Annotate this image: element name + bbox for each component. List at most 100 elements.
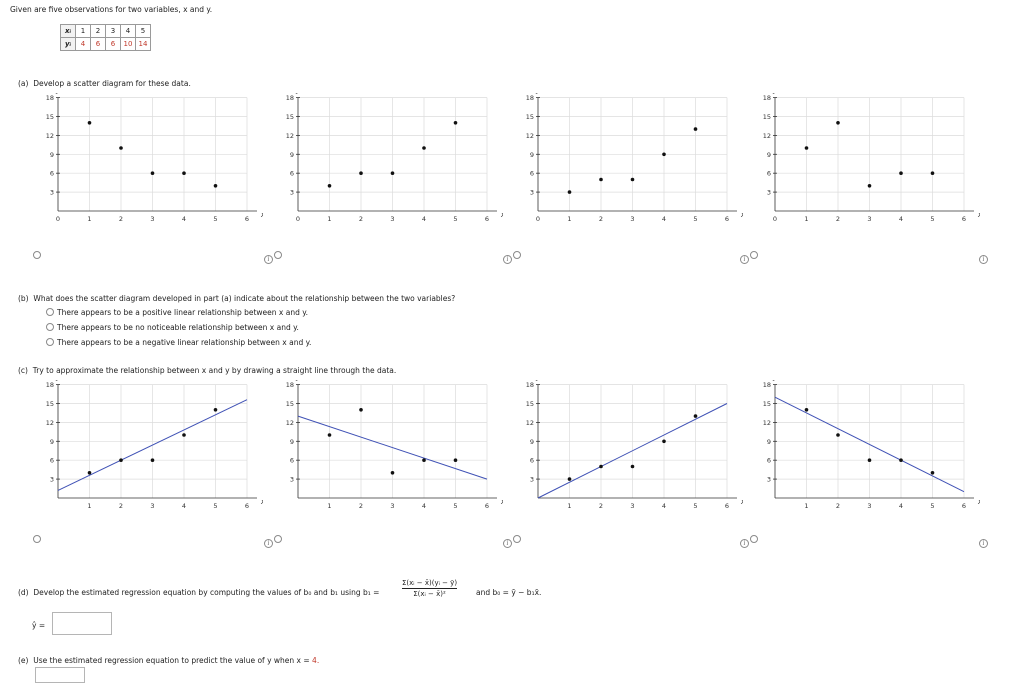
info-icon[interactable]: i bbox=[979, 255, 988, 264]
y-tick-label: 12 bbox=[46, 419, 54, 427]
radio-b-negative[interactable] bbox=[46, 338, 54, 346]
radio-c1[interactable] bbox=[33, 535, 41, 543]
data-point bbox=[836, 121, 840, 125]
info-icon[interactable]: i bbox=[503, 539, 512, 548]
line-option-c1: 123456369121518xy bbox=[28, 380, 263, 525]
part-e-x-value: 4. bbox=[312, 656, 320, 665]
y-tick-label: 3 bbox=[290, 189, 294, 197]
x-tick-label: 5 bbox=[453, 215, 457, 223]
x-tick-label: 1 bbox=[804, 215, 808, 223]
data-point bbox=[899, 458, 903, 462]
y-tick-label: 12 bbox=[763, 132, 771, 140]
data-point bbox=[693, 127, 698, 131]
x-tick-label: 4 bbox=[182, 215, 186, 223]
x-tick-label: 0 bbox=[56, 215, 60, 223]
x-tick-label: 4 bbox=[422, 502, 426, 510]
regression-equation-input[interactable] bbox=[52, 612, 112, 635]
x-tick-label: 2 bbox=[119, 502, 123, 510]
data-point bbox=[327, 184, 332, 188]
x-value: 1 bbox=[75, 24, 91, 38]
y-tick-label: 12 bbox=[286, 419, 294, 427]
y-tick-label: 6 bbox=[290, 457, 294, 465]
x-tick-label: 1 bbox=[567, 215, 571, 223]
x-tick-label: 3 bbox=[390, 215, 394, 223]
y-tick-label: 18 bbox=[286, 381, 294, 389]
y-tick-label: 6 bbox=[767, 170, 771, 178]
y-tick-label: 6 bbox=[50, 457, 54, 465]
y-tick-label: 3 bbox=[767, 189, 771, 197]
regression-line bbox=[537, 403, 728, 499]
y-axis-label: y bbox=[535, 93, 541, 95]
data-point bbox=[327, 433, 332, 437]
radio-a2[interactable] bbox=[274, 251, 282, 259]
x-tick-label: 3 bbox=[867, 502, 871, 510]
x-tick-label: 1 bbox=[87, 215, 91, 223]
radio-b-positive[interactable] bbox=[46, 308, 54, 316]
y-tick-label: 15 bbox=[46, 400, 54, 408]
y-tick-label: 18 bbox=[763, 381, 771, 389]
prediction-input[interactable] bbox=[35, 667, 85, 683]
radio-b-none[interactable] bbox=[46, 323, 54, 331]
x-value: 4 bbox=[120, 24, 136, 38]
y-tick-label: 3 bbox=[50, 476, 54, 484]
x-tick-label: 5 bbox=[693, 502, 697, 510]
x-tick-label: 2 bbox=[599, 215, 603, 223]
x-tick-label: 5 bbox=[213, 215, 217, 223]
x-tick-label: 5 bbox=[930, 502, 934, 510]
radio-a1[interactable] bbox=[33, 251, 41, 259]
radio-a3[interactable] bbox=[513, 251, 521, 259]
data-point bbox=[662, 439, 666, 444]
radio-c4[interactable] bbox=[750, 535, 758, 543]
x-axis-label: x bbox=[500, 211, 503, 219]
x-tick-label: 3 bbox=[390, 502, 394, 510]
part-a-label: (a) bbox=[18, 79, 29, 88]
option-b-negative[interactable]: There appears to be a negative linear re… bbox=[57, 338, 312, 347]
x-tick-label: 6 bbox=[245, 215, 249, 223]
x-tick-label: 5 bbox=[930, 215, 934, 223]
y-tick-label: 12 bbox=[526, 419, 534, 427]
table-row-y: yᵢ 4 6 6 10 14 bbox=[60, 37, 151, 51]
y-tick-label: 12 bbox=[286, 132, 294, 140]
radio-c2[interactable] bbox=[274, 535, 282, 543]
chart-svg: 0123456369121518xy bbox=[286, 93, 503, 223]
data-point bbox=[567, 190, 572, 194]
option-b-positive[interactable]: There appears to be a positive linear re… bbox=[57, 308, 308, 317]
x-tick-label: 4 bbox=[662, 502, 666, 510]
data-point bbox=[213, 408, 218, 412]
data-point bbox=[422, 458, 426, 462]
x-tick-label: 3 bbox=[630, 215, 634, 223]
y-tick-label: 9 bbox=[767, 438, 771, 446]
formula-numerator: Σ(xᵢ − x̄)(yᵢ − ȳ) bbox=[402, 579, 458, 587]
y-tick-label: 9 bbox=[50, 438, 54, 446]
info-icon[interactable]: i bbox=[979, 539, 988, 548]
x-header: xᵢ bbox=[60, 24, 76, 38]
y-tick-label: 9 bbox=[290, 151, 294, 159]
info-icon[interactable]: i bbox=[740, 255, 749, 264]
data-point bbox=[359, 171, 363, 175]
y-tick-label: 6 bbox=[530, 170, 534, 178]
b1-formula: Σ(xᵢ − x̄)(yᵢ − ȳ) Σ(xᵢ − x̄)² bbox=[402, 579, 458, 598]
y-tick-label: 3 bbox=[530, 189, 534, 197]
x-tick-label: 6 bbox=[725, 502, 729, 510]
radio-c3[interactable] bbox=[513, 535, 521, 543]
x-tick-label: 4 bbox=[662, 215, 666, 223]
x-tick-label: 3 bbox=[150, 502, 154, 510]
x-axis-label: x bbox=[977, 498, 980, 506]
info-icon[interactable]: i bbox=[503, 255, 512, 264]
y-tick-label: 18 bbox=[46, 381, 54, 389]
x-value: 5 bbox=[135, 24, 151, 38]
info-icon[interactable]: i bbox=[264, 539, 273, 548]
y-tick-label: 9 bbox=[290, 438, 294, 446]
data-point bbox=[150, 458, 155, 462]
info-icon[interactable]: i bbox=[740, 539, 749, 548]
x-tick-label: 5 bbox=[693, 215, 697, 223]
x-tick-label: 3 bbox=[630, 502, 634, 510]
data-point bbox=[390, 471, 395, 475]
data-point bbox=[930, 471, 935, 475]
radio-a4[interactable] bbox=[750, 251, 758, 259]
x-tick-label: 6 bbox=[962, 502, 966, 510]
y-axis-label: y bbox=[772, 380, 778, 382]
info-icon[interactable]: i bbox=[264, 255, 273, 264]
part-c-label: (c) bbox=[18, 366, 28, 375]
option-b-none[interactable]: There appears to be no noticeable relati… bbox=[57, 323, 299, 332]
